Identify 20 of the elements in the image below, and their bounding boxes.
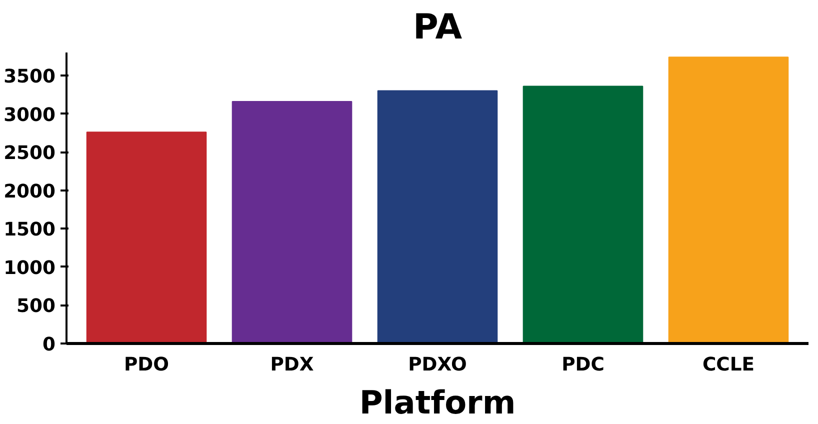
- y-tick-label: 0: [42, 334, 56, 356]
- x-axis-title: Platform: [359, 384, 516, 422]
- y-tick-label: 500: [16, 296, 56, 318]
- x-tick-label: PDXO: [408, 354, 467, 376]
- y-tick-label: 1000: [4, 258, 56, 279]
- y-tick-label: 3500: [4, 66, 56, 88]
- bar: [377, 90, 498, 344]
- x-tick-label: PDO: [124, 354, 170, 376]
- bar: [668, 56, 789, 344]
- x-tick-label: PDC: [562, 354, 604, 376]
- y-tick-label: 2500: [4, 143, 56, 164]
- x-tick-label: CCLE: [702, 354, 754, 376]
- y-tick-label: 3000: [4, 104, 56, 126]
- y-tick-label: 1500: [4, 220, 56, 241]
- bar: [522, 86, 644, 344]
- chart-title: PA: [412, 8, 462, 48]
- x-tick-label: PDX: [270, 354, 314, 376]
- bar: [232, 101, 352, 344]
- y-tick-label: 2000: [4, 181, 56, 202]
- bar: [86, 132, 207, 344]
